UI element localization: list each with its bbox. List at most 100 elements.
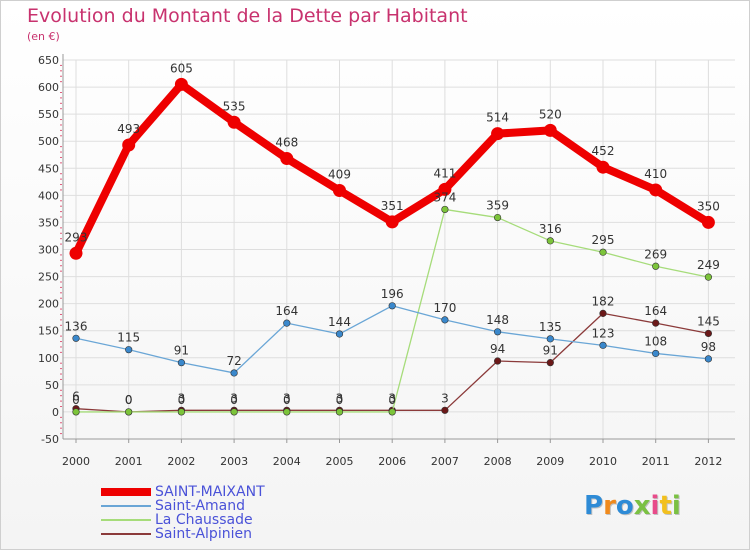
data-point: [72, 334, 80, 342]
data-point: [441, 205, 449, 214]
logo-letter: P: [584, 491, 604, 521]
data-label: 351: [381, 199, 404, 213]
data-point: [333, 183, 346, 197]
data-label: 0: [72, 393, 80, 407]
data-point: [494, 213, 502, 222]
x-tick-label: 2000: [62, 455, 90, 468]
data-point: [227, 115, 241, 129]
chart-data-labels: 293 493 605 535 468 409 351 411 514 520 452 410 350 1…: [65, 61, 720, 407]
data-label: 123: [592, 326, 615, 340]
y-tick-label: 450: [38, 162, 59, 175]
data-label: 3: [283, 391, 291, 405]
data-label: 0: [230, 393, 238, 407]
data-label: 295: [592, 233, 615, 247]
data-label: 359: [486, 199, 509, 213]
data-point: [494, 328, 502, 336]
data-point: [177, 408, 185, 416]
x-tick-label: 2006: [378, 455, 406, 468]
data-point: [649, 183, 663, 197]
data-point: [388, 408, 396, 416]
x-tick-label: 2008: [484, 455, 512, 468]
logo-letter: o: [615, 491, 634, 521]
data-point: [704, 329, 713, 338]
y-tick-label: 400: [38, 189, 59, 202]
data-label: 108: [644, 334, 667, 348]
data-label: 605: [170, 61, 193, 75]
data-point: [230, 408, 238, 416]
x-tick-label: 2009: [536, 455, 564, 468]
data-label: 148: [486, 313, 509, 327]
data-label: 3: [336, 391, 344, 405]
data-label: 98: [701, 340, 716, 354]
data-label: 293: [65, 230, 88, 244]
chart-title: Evolution du Montant de la Dette par Hab…: [27, 5, 468, 27]
data-label: 0: [283, 393, 291, 407]
data-label: 0: [388, 393, 396, 407]
x-tick-label: 2007: [431, 455, 459, 468]
proxiti-logo: Proxiti: [584, 491, 681, 521]
data-label: 196: [381, 287, 404, 301]
data-label: 520: [539, 107, 562, 121]
data-label: 269: [644, 247, 667, 261]
data-point: [494, 357, 502, 365]
data-point: [546, 359, 554, 367]
y-tick-label: 150: [38, 325, 59, 338]
data-label: 164: [275, 304, 298, 318]
logo-letter: x: [633, 491, 651, 521]
data-label: 514: [486, 111, 509, 125]
data-label: 164: [644, 304, 667, 318]
data-point: [125, 408, 133, 416]
data-point: [543, 123, 557, 137]
x-tick-label: 2001: [115, 455, 143, 468]
data-point: [599, 309, 607, 317]
y-tick-label: 250: [38, 271, 59, 284]
data-label: 0: [125, 393, 133, 407]
data-label: 3: [388, 391, 396, 405]
data-label: 72: [226, 354, 241, 368]
data-point: [704, 355, 713, 363]
data-label: 91: [174, 344, 189, 358]
data-label: 3: [178, 391, 186, 405]
data-point: [125, 346, 133, 354]
data-point: [652, 349, 660, 358]
data-label: 410: [644, 167, 667, 181]
x-tick-label: 2010: [589, 455, 617, 468]
y-tick-label: 50: [45, 379, 59, 392]
data-point: [599, 341, 607, 349]
data-label: 170: [433, 301, 456, 315]
x-tick-label: 2004: [273, 455, 301, 468]
x-tick-label: 2005: [326, 455, 354, 468]
data-point: [701, 215, 715, 229]
x-tick-label: 2012: [694, 455, 722, 468]
data-label: 409: [328, 167, 351, 181]
logo-letter: i: [650, 491, 660, 521]
data-point: [652, 262, 660, 270]
chart-series: [69, 77, 715, 416]
data-label: 468: [275, 136, 298, 150]
legend-label-saint-maixant: SAINT-MAIXANT: [155, 484, 265, 500]
data-label: 3: [230, 391, 238, 405]
data-point: [72, 408, 80, 416]
data-point: [385, 215, 399, 229]
data-point: [335, 330, 344, 338]
chart-axes: -500501001502002503003504004505005506006…: [38, 54, 735, 468]
logo-letter: i: [671, 491, 681, 521]
data-point: [546, 335, 554, 343]
data-label: 135: [539, 320, 562, 334]
data-label: 3: [441, 391, 449, 405]
data-label: 374: [433, 190, 456, 204]
data-point: [704, 273, 713, 281]
legend-label-la-chaussade: La Chaussade: [155, 512, 253, 528]
data-label: 0: [125, 393, 133, 407]
data-label: 115: [117, 331, 140, 345]
data-label: 0: [178, 393, 186, 407]
x-tick-label: 2002: [167, 455, 195, 468]
data-point: [335, 408, 344, 416]
data-point: [441, 406, 449, 414]
data-point: [596, 160, 610, 174]
y-tick-label: 650: [38, 54, 59, 67]
data-point: [388, 302, 396, 310]
data-label: 144: [328, 315, 351, 329]
